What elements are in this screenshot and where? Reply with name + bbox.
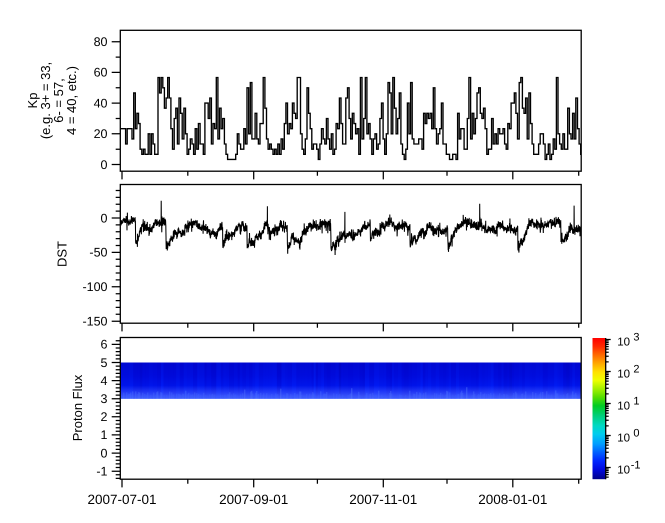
- svg-text:1: 1: [101, 428, 108, 442]
- svg-text:-1: -1: [631, 459, 641, 471]
- svg-text:20: 20: [94, 127, 108, 141]
- svg-text:2007-07-01: 2007-07-01: [87, 492, 156, 507]
- svg-text:0: 0: [101, 158, 108, 172]
- svg-text:-50: -50: [89, 246, 107, 260]
- svg-text:6: 6: [101, 338, 108, 352]
- svg-text:Kp: Kp: [25, 93, 40, 109]
- svg-text:(e.g. 3+ = 33,: (e.g. 3+ = 33,: [38, 62, 53, 139]
- svg-text:10: 10: [617, 337, 630, 349]
- svg-text:2: 2: [101, 410, 108, 424]
- svg-text:-100: -100: [82, 280, 107, 294]
- svg-text:Proton Flux: Proton Flux: [70, 374, 85, 441]
- svg-text:3: 3: [633, 331, 639, 343]
- svg-text:2007-11-01: 2007-11-01: [349, 492, 417, 507]
- svg-text:10: 10: [617, 369, 630, 381]
- svg-text:2008-01-01: 2008-01-01: [478, 492, 547, 507]
- svg-text:10: 10: [617, 465, 630, 477]
- svg-text:4 = 40, etc.): 4 = 40, etc.): [64, 66, 79, 135]
- svg-text:80: 80: [94, 35, 108, 49]
- svg-text:40: 40: [94, 96, 108, 110]
- svg-text:6- = 57,: 6- = 57,: [51, 78, 66, 122]
- svg-text:2: 2: [633, 363, 639, 375]
- svg-text:60: 60: [94, 66, 108, 80]
- svg-text:-150: -150: [82, 315, 107, 329]
- svg-text:3: 3: [101, 392, 108, 406]
- svg-text:5: 5: [101, 356, 108, 370]
- svg-text:0: 0: [633, 427, 639, 439]
- svg-text:0: 0: [101, 211, 108, 225]
- svg-text:-1: -1: [96, 465, 107, 479]
- svg-text:0: 0: [101, 446, 108, 460]
- svg-text:2007-09-01: 2007-09-01: [219, 492, 288, 507]
- svg-text:4: 4: [101, 374, 108, 388]
- svg-text:10: 10: [617, 433, 630, 445]
- svg-text:10: 10: [617, 401, 630, 413]
- svg-text:1: 1: [633, 395, 639, 407]
- svg-text:DST: DST: [55, 241, 70, 267]
